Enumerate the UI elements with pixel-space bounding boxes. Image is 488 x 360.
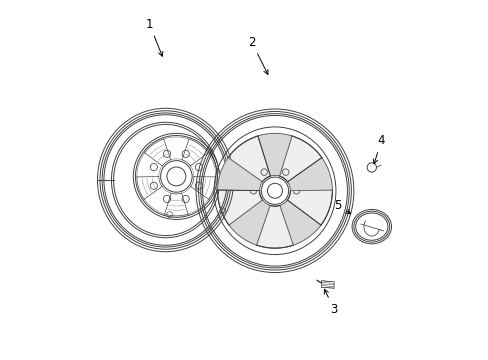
Polygon shape	[287, 158, 332, 190]
Text: 2: 2	[247, 36, 267, 75]
Text: 5: 5	[333, 199, 350, 214]
Polygon shape	[256, 205, 293, 248]
Polygon shape	[257, 134, 291, 176]
Polygon shape	[217, 158, 262, 190]
Polygon shape	[279, 136, 321, 182]
Polygon shape	[217, 190, 262, 225]
Text: 4: 4	[372, 134, 385, 164]
Text: 3: 3	[324, 289, 337, 316]
Polygon shape	[287, 190, 332, 225]
Polygon shape	[228, 136, 270, 182]
Polygon shape	[279, 200, 320, 245]
Text: 1: 1	[145, 18, 163, 56]
Polygon shape	[228, 200, 269, 245]
